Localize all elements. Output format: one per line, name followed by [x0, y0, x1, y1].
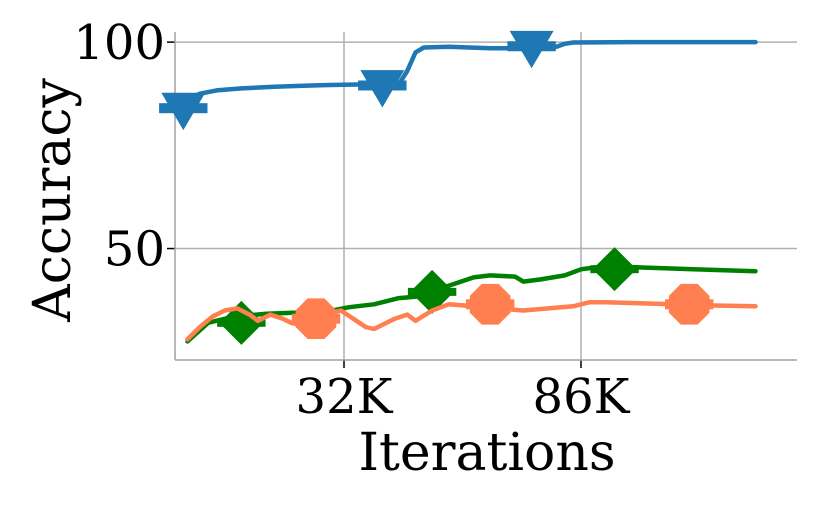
y-axis-label: Accuracy: [23, 78, 83, 323]
marker-bar: [291, 313, 341, 324]
series-line: [185, 39, 758, 103]
series-line: [185, 264, 758, 344]
y-tick-label: 50: [104, 222, 165, 278]
series-line: [185, 299, 758, 342]
x-axis-label: Iterations: [358, 423, 615, 483]
marker-bar: [217, 318, 266, 327]
y-tick-label: 100: [73, 15, 165, 71]
marker-bar: [590, 265, 639, 274]
marker-bar: [159, 103, 208, 114]
marker-bar: [407, 287, 457, 296]
marker-bar: [465, 299, 515, 310]
tick-labels: 32K 86K 50 100: [73, 15, 630, 425]
series-0: [159, 30, 758, 131]
x-tick-label: 32K: [296, 369, 394, 425]
series-2: [185, 283, 758, 342]
axes: [167, 32, 797, 368]
marker-bar: [507, 41, 556, 52]
marker-bar: [358, 80, 407, 91]
marker-bar: [664, 299, 714, 310]
x-tick-label: 86K: [533, 369, 631, 425]
series-1: [185, 247, 758, 345]
series-layer: [159, 30, 758, 345]
